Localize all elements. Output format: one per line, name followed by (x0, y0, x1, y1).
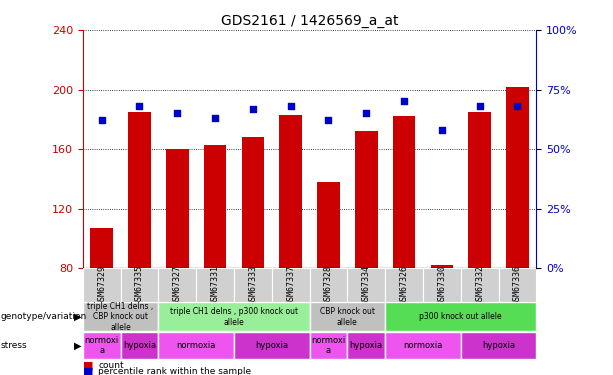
Text: GSM67330: GSM67330 (437, 265, 446, 305)
Bar (121, 332, 158, 359)
Point (512, 103, 522, 109)
Bar (385, 332, 461, 359)
Text: GSM67329: GSM67329 (97, 265, 106, 305)
Bar (385, 303, 536, 331)
Point (437, 127, 447, 133)
Point (399, 99, 409, 105)
Bar (498, 268, 536, 302)
Text: GSM67333: GSM67333 (248, 265, 257, 305)
Text: GSM67327: GSM67327 (173, 265, 182, 305)
Bar (348, 332, 385, 359)
Text: GSM67336: GSM67336 (513, 265, 522, 305)
Bar (83, 332, 121, 359)
Bar (121, 268, 158, 302)
Bar (83, 268, 121, 302)
Bar (272, 268, 310, 302)
Bar (506, 87, 529, 268)
Bar (196, 268, 234, 302)
Text: hypoxia: hypoxia (482, 341, 515, 350)
Bar (158, 303, 310, 331)
Text: ■: ■ (83, 361, 93, 370)
Point (361, 110, 371, 116)
Bar (461, 332, 536, 359)
Title: GDS2161 / 1426569_a_at: GDS2161 / 1426569_a_at (221, 13, 398, 28)
Point (286, 103, 295, 109)
Text: triple CH1 delns , p300 knock out
allele: triple CH1 delns , p300 knock out allele (170, 307, 298, 327)
Text: CBP knock out
allele: CBP knock out allele (320, 307, 375, 327)
Bar (393, 116, 416, 268)
Bar (348, 268, 385, 302)
Bar (234, 332, 310, 359)
Point (210, 115, 220, 121)
Text: GSM67331: GSM67331 (210, 265, 219, 305)
Point (324, 117, 333, 123)
Bar (423, 268, 461, 302)
Text: p300 knock out allele: p300 knock out allele (419, 312, 502, 321)
Text: percentile rank within the sample: percentile rank within the sample (98, 368, 251, 375)
Text: ▶: ▶ (74, 340, 82, 351)
Text: ■: ■ (83, 367, 93, 375)
Bar (310, 303, 385, 331)
Bar (234, 268, 272, 302)
Bar (204, 145, 226, 268)
Text: count: count (98, 361, 124, 370)
Point (97, 117, 107, 123)
Text: triple CH1 delns ,
CBP knock out
allele: triple CH1 delns , CBP knock out allele (88, 302, 154, 332)
Bar (158, 332, 234, 359)
Bar (385, 268, 423, 302)
Point (248, 106, 257, 112)
Bar (317, 182, 340, 268)
Text: GSM67332: GSM67332 (475, 265, 484, 305)
Text: normoxi
a: normoxi a (85, 336, 119, 355)
Text: hypoxia: hypoxia (123, 341, 156, 350)
Bar (166, 149, 189, 268)
Point (134, 103, 145, 109)
Bar (128, 112, 151, 268)
Text: GSM67328: GSM67328 (324, 265, 333, 305)
Bar (355, 131, 378, 268)
Text: ▶: ▶ (74, 312, 82, 322)
Text: GSM67337: GSM67337 (286, 265, 295, 305)
Text: normoxia: normoxia (177, 341, 216, 350)
Bar (310, 268, 348, 302)
Bar (90, 228, 113, 268)
Bar (461, 268, 498, 302)
Text: normoxia: normoxia (403, 341, 443, 350)
Bar (158, 268, 196, 302)
Text: normoxi
a: normoxi a (311, 336, 346, 355)
Bar (280, 115, 302, 268)
Bar (83, 303, 158, 331)
Bar (242, 137, 264, 268)
Text: GSM67335: GSM67335 (135, 265, 144, 305)
Bar (468, 112, 491, 268)
Bar (430, 265, 453, 268)
Text: stress: stress (1, 341, 27, 350)
Text: GSM67326: GSM67326 (400, 265, 409, 305)
Bar (310, 332, 348, 359)
Text: hypoxia: hypoxia (255, 341, 288, 350)
Point (172, 110, 182, 116)
Text: GSM67334: GSM67334 (362, 265, 371, 305)
Text: genotype/variation: genotype/variation (1, 312, 87, 321)
Text: hypoxia: hypoxia (349, 341, 383, 350)
Point (475, 103, 485, 109)
